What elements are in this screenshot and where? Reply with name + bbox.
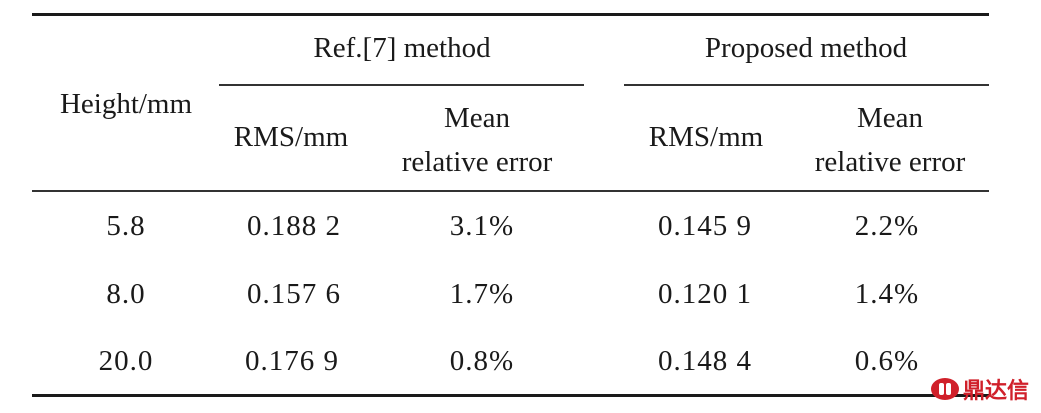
header-proposed-mre: Mean relative error — [815, 96, 966, 184]
header-ref-rms: RMS/mm — [233, 121, 349, 153]
row3-prop-rms: 0.148 4 — [658, 345, 752, 377]
proposed-method-group-rule — [624, 84, 989, 86]
header-ref-method: Ref.[7] method — [313, 32, 491, 64]
header-ref-mre-line1: Mean — [443, 102, 511, 134]
table-top-rule — [32, 13, 989, 16]
row1-ref-mre: 3.1% — [449, 210, 515, 242]
watermark-text: 鼎达信 — [962, 379, 1029, 404]
row1-ref-rms: 0.188 2 — [247, 210, 341, 242]
ref-method-group-rule — [219, 84, 584, 86]
header-proposed-rms: RMS/mm — [648, 121, 764, 153]
watermark-logo-icon — [930, 378, 959, 400]
row3-height: 20.0 — [98, 345, 154, 377]
header-proposed-mre-line2: relative error — [814, 146, 966, 178]
row2-ref-mre: 1.7% — [449, 278, 515, 310]
table-bottom-rule — [32, 394, 989, 397]
header-ref-mre: Mean relative error — [402, 96, 553, 184]
header-proposed-mre-line1: Mean — [856, 102, 924, 134]
row3-ref-rms: 0.176 9 — [245, 345, 339, 377]
watermark: 鼎达信 — [930, 373, 1029, 405]
row1-prop-mre: 2.2% — [854, 210, 920, 242]
row1-prop-rms: 0.145 9 — [658, 210, 752, 242]
header-height: Height/mm — [59, 88, 193, 120]
row2-prop-rms: 0.120 1 — [658, 278, 752, 310]
row3-prop-mre: 0.6% — [854, 345, 920, 377]
row2-ref-rms: 0.157 6 — [247, 278, 341, 310]
header-ref-mre-line2: relative error — [401, 146, 553, 178]
row3-ref-mre: 0.8% — [449, 345, 515, 377]
header-proposed-method: Proposed method — [704, 32, 908, 64]
row2-prop-mre: 1.4% — [854, 278, 920, 310]
header-separator-rule — [32, 190, 989, 192]
row1-height: 5.8 — [106, 210, 146, 242]
row2-height: 8.0 — [106, 278, 146, 310]
